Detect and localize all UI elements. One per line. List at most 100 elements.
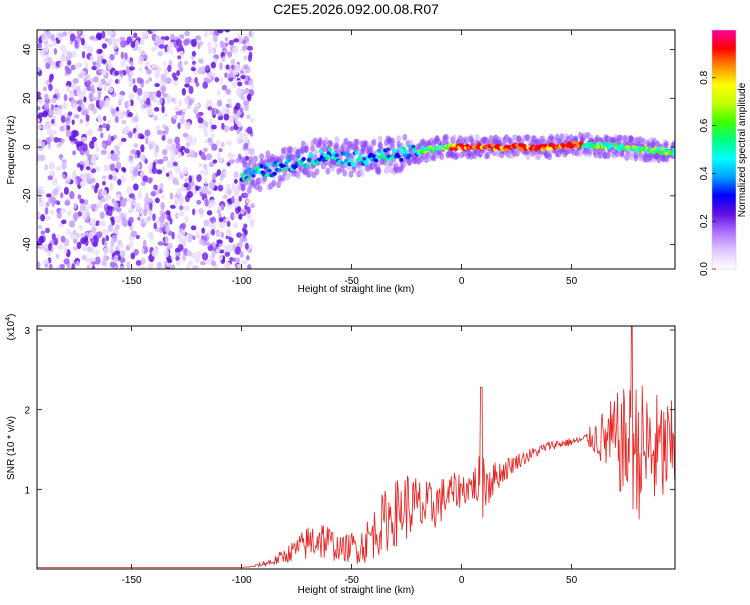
noise-cell: [187, 237, 192, 243]
ridge-halo: [288, 146, 294, 154]
noise-cell: [110, 239, 115, 247]
noise-cell: [76, 89, 83, 97]
noise-cell: [206, 153, 213, 161]
noise-cell: [184, 83, 190, 88]
noise-cell: [224, 30, 231, 33]
colorbar-ticks: 0.0 0.2 0.4 0.6 0.8: [699, 70, 716, 276]
noise-cell: [112, 39, 116, 48]
noise-cell: [165, 126, 169, 135]
noise-cell: [248, 78, 254, 86]
noise-cell: [44, 207, 49, 215]
noise-cell: [249, 221, 255, 228]
noise-cell: [153, 222, 157, 230]
ridge-halo: [439, 152, 445, 160]
ridge-core: [595, 144, 601, 149]
ridge-halo: [390, 137, 395, 145]
snr-series-line: [37, 326, 675, 568]
noise-cell: [72, 229, 77, 236]
noise-cell: [211, 260, 216, 267]
noise-cell: [128, 93, 135, 101]
noise-cell: [234, 187, 240, 196]
noise-cell: [151, 46, 155, 53]
ridge-core: [354, 150, 359, 155]
noise-cell: [48, 243, 52, 251]
noise-cell: [88, 92, 94, 101]
noise-cell: [142, 104, 149, 109]
ridge-core: [282, 166, 288, 171]
noise-cell: [66, 210, 72, 217]
noise-cell: [205, 64, 210, 71]
noise-cell: [59, 209, 66, 214]
noise-cell: [183, 96, 190, 103]
noise-cell: [117, 99, 122, 107]
noise-cell: [152, 213, 156, 222]
noise-cell: [233, 213, 239, 219]
ridge-halo: [633, 151, 639, 159]
noise-cell: [107, 38, 113, 45]
noise-cell: [80, 237, 87, 245]
ridge-core: [549, 142, 554, 147]
ridge-core: [351, 162, 356, 167]
ridge-halo: [525, 152, 531, 160]
noise-cell: [160, 202, 165, 210]
noise-cell: [226, 97, 231, 104]
ridge-core: [348, 158, 354, 163]
noise-cell: [143, 201, 149, 211]
noise-cell: [126, 261, 131, 269]
noise-cell: [179, 34, 185, 40]
noise-cell: [65, 129, 72, 138]
noise-cell: [159, 210, 164, 215]
noise-cell: [133, 32, 138, 39]
noise-cell: [204, 198, 209, 207]
noise-cell: [230, 212, 235, 221]
noise-cell: [37, 153, 40, 162]
noise-cell: [128, 132, 133, 139]
noise-cell: [160, 222, 165, 228]
noise-cell: [154, 70, 160, 79]
noise-cell: [156, 124, 161, 130]
noise-cell: [72, 246, 79, 251]
snr-plot-area: [37, 326, 675, 569]
noise-cell: [158, 39, 165, 45]
noise-cell: [156, 169, 163, 175]
ridge-halo: [314, 168, 320, 176]
noise-cell: [37, 97, 44, 105]
noise-cell: [177, 55, 182, 60]
noise-cell: [145, 136, 149, 145]
ridge-core: [371, 154, 376, 159]
ridge-core: [616, 147, 622, 152]
x-tick-label: -150: [122, 276, 142, 287]
ridge-halo: [271, 179, 277, 187]
noise-cell: [165, 94, 172, 102]
noise-cell: [212, 47, 217, 54]
noise-cell: [223, 170, 227, 176]
noise-cell: [44, 44, 49, 53]
noise-cell: [135, 260, 142, 266]
noise-cell: [224, 72, 228, 79]
noise-cell: [243, 136, 248, 144]
noise-cell: [101, 189, 108, 197]
noise-cell: [172, 161, 178, 167]
ridge-halo: [371, 138, 377, 146]
noise-cell: [77, 194, 82, 200]
noise-cell: [165, 210, 171, 216]
noise-cell: [182, 132, 189, 138]
noise-cell: [230, 58, 236, 65]
noise-cell: [107, 30, 113, 37]
noise-cell: [188, 98, 193, 106]
noise-cell: [206, 241, 211, 247]
noise-cell: [211, 173, 217, 181]
noise-cell: [210, 228, 216, 236]
noise-cell: [114, 224, 120, 231]
noise-cell: [55, 253, 60, 260]
noise-cell: [195, 250, 202, 258]
noise-cell: [140, 257, 146, 265]
ridge-halo: [451, 134, 457, 142]
noise-cell: [82, 143, 88, 152]
ridge-core: [286, 157, 292, 162]
ridge-core: [374, 158, 379, 163]
noise-cell: [147, 208, 151, 215]
noise-cell: [114, 116, 119, 124]
noise-cell: [205, 30, 209, 36]
spectrogram-x-label: Height of straight line (km): [298, 284, 415, 295]
